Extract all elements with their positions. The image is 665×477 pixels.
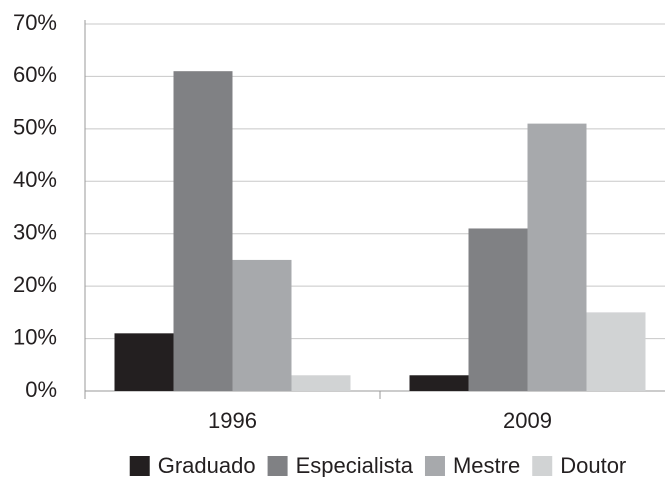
legend-swatch xyxy=(267,456,288,476)
bar xyxy=(291,375,351,391)
y-tick-label: 20% xyxy=(13,272,57,297)
legend-label: Especialista xyxy=(296,453,414,477)
y-tick-label: 0% xyxy=(25,377,57,402)
bar xyxy=(409,375,469,391)
x-tick-label: 1996 xyxy=(208,408,257,433)
y-tick-label: 50% xyxy=(13,115,57,140)
legend-label: Doutor xyxy=(560,453,626,477)
y-tick-label: 10% xyxy=(13,324,57,349)
x-tick-label: 2009 xyxy=(503,408,552,433)
legend-label: Graduado xyxy=(158,453,256,477)
bar xyxy=(468,228,528,391)
bar xyxy=(586,312,646,391)
bar xyxy=(527,123,587,391)
legend-label: Mestre xyxy=(453,453,520,477)
legend-swatch xyxy=(424,456,445,476)
y-tick-label: 40% xyxy=(13,167,57,192)
legend-swatch xyxy=(129,456,150,476)
y-tick-label: 60% xyxy=(13,62,57,87)
y-tick-label: 30% xyxy=(13,220,57,245)
bar xyxy=(232,259,292,391)
legend-swatch xyxy=(532,456,553,476)
bar xyxy=(173,71,233,391)
bar xyxy=(114,333,174,391)
y-tick-label: 70% xyxy=(13,10,57,35)
